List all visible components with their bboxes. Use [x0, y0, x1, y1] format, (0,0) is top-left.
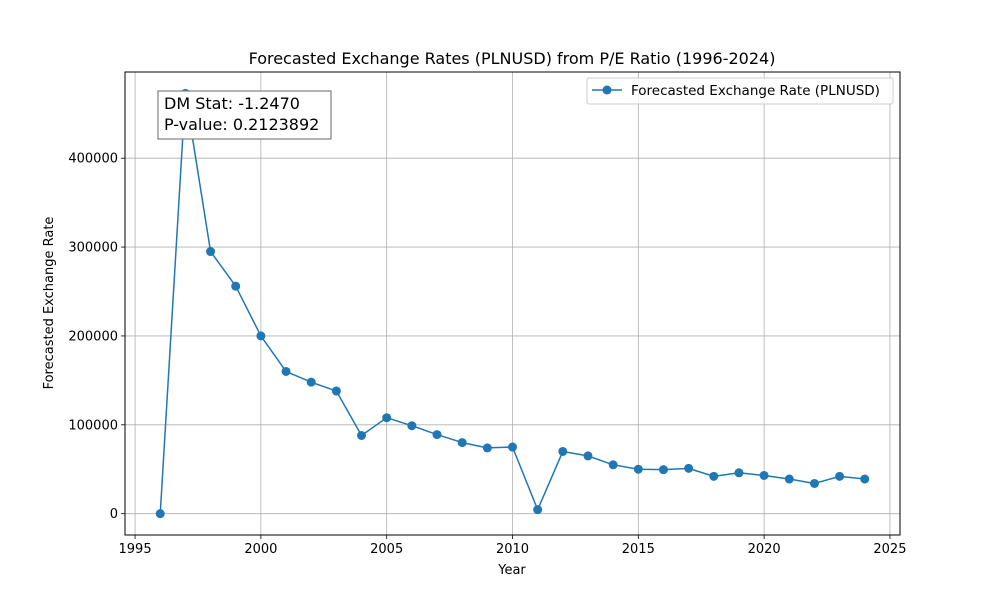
grid-lines: [125, 72, 900, 535]
data-point: [759, 470, 769, 480]
y-tick-label: 100000: [68, 418, 118, 433]
x-tick-label: 2000: [244, 542, 277, 557]
annotation-p-value: P-value: 0.2123892: [164, 115, 319, 134]
data-point: [734, 468, 744, 478]
data-point: [684, 463, 694, 473]
data-point: [331, 386, 341, 396]
data-point: [231, 281, 241, 291]
chart-title: Forecasted Exchange Rates (PLNUSD) from …: [249, 49, 776, 68]
y-tick-label: 0: [110, 507, 118, 522]
data-point: [281, 366, 291, 376]
legend-label: Forecasted Exchange Rate (PLNUSD): [631, 83, 880, 99]
data-point: [206, 247, 216, 257]
data-point: [533, 505, 543, 515]
x-tick-label: 2020: [748, 542, 781, 557]
series-layer: [155, 88, 870, 519]
legend-marker-swatch: [602, 85, 612, 95]
data-point: [709, 471, 719, 481]
data-point: [784, 474, 794, 484]
data-point: [835, 471, 845, 481]
x-tick-label: 2025: [873, 542, 906, 557]
data-point: [357, 430, 367, 440]
x-tick-label: 1995: [119, 542, 152, 557]
data-point: [633, 464, 643, 474]
data-point: [860, 474, 870, 484]
annotation-box: [157, 90, 332, 140]
data-point: [306, 377, 316, 387]
data-point: [658, 465, 668, 475]
y-tick-label: 400000: [68, 152, 118, 167]
data-point: [508, 442, 517, 452]
data-point: [583, 451, 593, 461]
y-axis-label: Forecasted Exchange Rate: [42, 217, 57, 390]
data-point: [382, 413, 392, 423]
x-tick-label: 2015: [622, 542, 655, 557]
data-point: [558, 446, 568, 456]
data-point: [457, 438, 467, 448]
data-point: [155, 509, 165, 519]
legend-box: [586, 77, 894, 105]
stats-annotation: DM Stat: -1.2470 P-value: 0.2123892: [157, 90, 332, 140]
data-point: [809, 478, 819, 488]
x-tick-label: 2005: [370, 542, 403, 557]
data-point: [407, 421, 417, 431]
legend: Forecasted Exchange Rate (PLNUSD): [586, 77, 894, 105]
data-point: [608, 460, 618, 470]
annotation-dm-stat: DM Stat: -1.2470: [164, 94, 300, 113]
data-point: [432, 430, 442, 440]
y-tick-label: 200000: [68, 329, 118, 344]
data-point: [256, 331, 266, 341]
x-axis-label: Year: [497, 563, 526, 578]
y-tick-label: 300000: [68, 241, 118, 256]
x-tick-label: 2010: [496, 542, 529, 557]
data-point: [482, 443, 492, 453]
tick-layer: 1995 2000 2005 2010 2015 2020 2025 0 100000 20000…: [68, 152, 906, 557]
